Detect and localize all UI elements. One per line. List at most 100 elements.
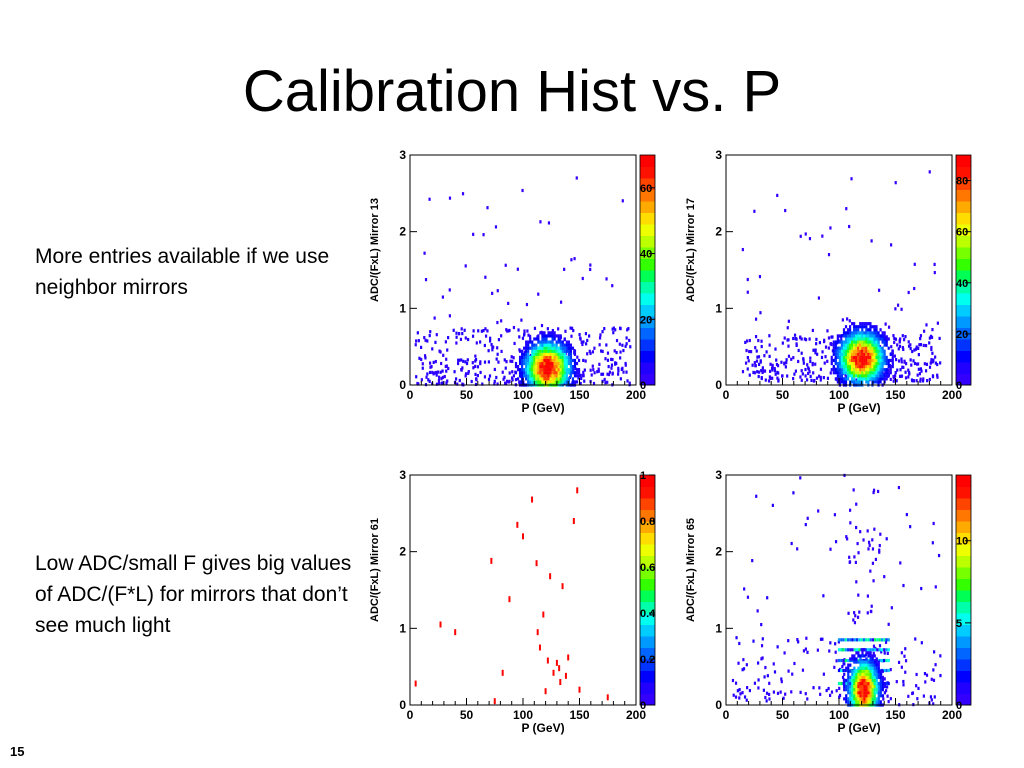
bin-715 — [865, 337, 868, 341]
bin-107 — [509, 359, 512, 363]
bin-547 — [848, 374, 852, 378]
bin-94 — [440, 377, 443, 381]
bin-749 — [559, 334, 562, 338]
bin-579 — [851, 334, 854, 338]
bin-142 — [900, 360, 903, 364]
bin-732 — [867, 349, 870, 353]
bin-184 — [819, 637, 823, 641]
bin-335 — [759, 360, 762, 364]
bin-652 — [881, 688, 884, 692]
bin-681 — [551, 340, 554, 344]
bin-395 — [570, 258, 573, 262]
bin-431 — [853, 691, 856, 695]
bin-270 — [803, 337, 806, 341]
bin-881 — [885, 374, 888, 378]
bin-830 — [573, 365, 577, 369]
bin-829 — [573, 371, 577, 375]
bin-584 — [541, 371, 544, 375]
bin-510 — [863, 700, 866, 704]
bin-794 — [873, 334, 876, 338]
bin-403 — [894, 181, 897, 185]
colorbar-frame — [639, 154, 656, 386]
bin-148 — [453, 370, 456, 374]
bin-456 — [836, 355, 839, 359]
bin-478 — [840, 380, 844, 384]
bin-655 — [881, 678, 884, 683]
bin-564 — [851, 380, 854, 384]
bin-31 — [774, 372, 777, 376]
bin-634 — [877, 672, 880, 676]
bin-730 — [557, 346, 560, 350]
bin-847 — [879, 337, 882, 341]
bin-622 — [875, 663, 878, 667]
bin-397 — [847, 672, 850, 676]
bin-37 — [582, 358, 585, 362]
bin-356 — [846, 638, 850, 642]
bin-149 — [746, 686, 749, 690]
bin-506 — [842, 340, 846, 344]
bin-59 — [919, 367, 923, 371]
y-tick-label: 3 — [399, 468, 406, 482]
bin-476 — [527, 380, 530, 384]
bin-304 — [897, 347, 900, 351]
bin-186 — [806, 697, 809, 701]
bin-801 — [875, 371, 878, 375]
bin-555 — [867, 666, 870, 670]
bin-118 — [761, 637, 764, 641]
bin-362 — [435, 373, 438, 377]
bin-124 — [734, 681, 738, 685]
bin-595 — [541, 337, 544, 341]
bin-610 — [873, 654, 876, 658]
bin-12 — [776, 691, 780, 695]
bin-389 — [441, 295, 444, 299]
entry-0 — [414, 680, 417, 687]
bin-142 — [931, 541, 934, 545]
bin-352 — [484, 327, 487, 331]
bin-437 — [853, 672, 856, 676]
bin-661 — [549, 349, 552, 353]
bin-550 — [537, 377, 540, 381]
bin-214 — [930, 345, 933, 350]
bin-553 — [848, 355, 852, 359]
bin-146 — [835, 689, 838, 693]
bin-383 — [741, 247, 744, 252]
bin-868 — [883, 374, 886, 378]
bin-425 — [851, 657, 854, 661]
bin-268 — [783, 362, 786, 366]
bin-142 — [424, 356, 427, 360]
bin-629 — [857, 361, 860, 366]
bin-106 — [872, 579, 875, 583]
bin-775 — [871, 337, 874, 341]
bin-270 — [592, 381, 596, 386]
bin-0 — [864, 653, 868, 657]
bin-683 — [551, 334, 554, 338]
bin-464 — [838, 380, 842, 384]
colorbar-segment — [956, 235, 971, 248]
bin-778 — [563, 337, 566, 341]
bin-472 — [525, 346, 528, 350]
bin-105 — [601, 372, 605, 376]
bin-119 — [780, 677, 783, 681]
y-tick-label: 1 — [399, 301, 406, 315]
bin-351 — [887, 648, 890, 652]
bin-507 — [861, 651, 864, 655]
bin-481 — [859, 681, 862, 686]
entry-23 — [567, 654, 570, 661]
bin-69 — [610, 357, 613, 362]
bin-844 — [879, 352, 882, 356]
bin-5 — [791, 672, 794, 676]
bin-445 — [855, 697, 858, 701]
bin-746 — [559, 346, 562, 350]
bin-173 — [915, 684, 918, 688]
bin-248 — [862, 538, 865, 542]
bin-197 — [598, 343, 601, 347]
bin-207 — [939, 673, 942, 678]
bin-528 — [846, 377, 850, 381]
bin-529 — [865, 694, 868, 698]
bin-440 — [834, 368, 837, 372]
bin-31 — [925, 673, 929, 677]
bin-161 — [902, 583, 905, 588]
bin-238 — [581, 374, 584, 378]
bin-369 — [768, 343, 771, 347]
bin-794 — [567, 380, 570, 384]
